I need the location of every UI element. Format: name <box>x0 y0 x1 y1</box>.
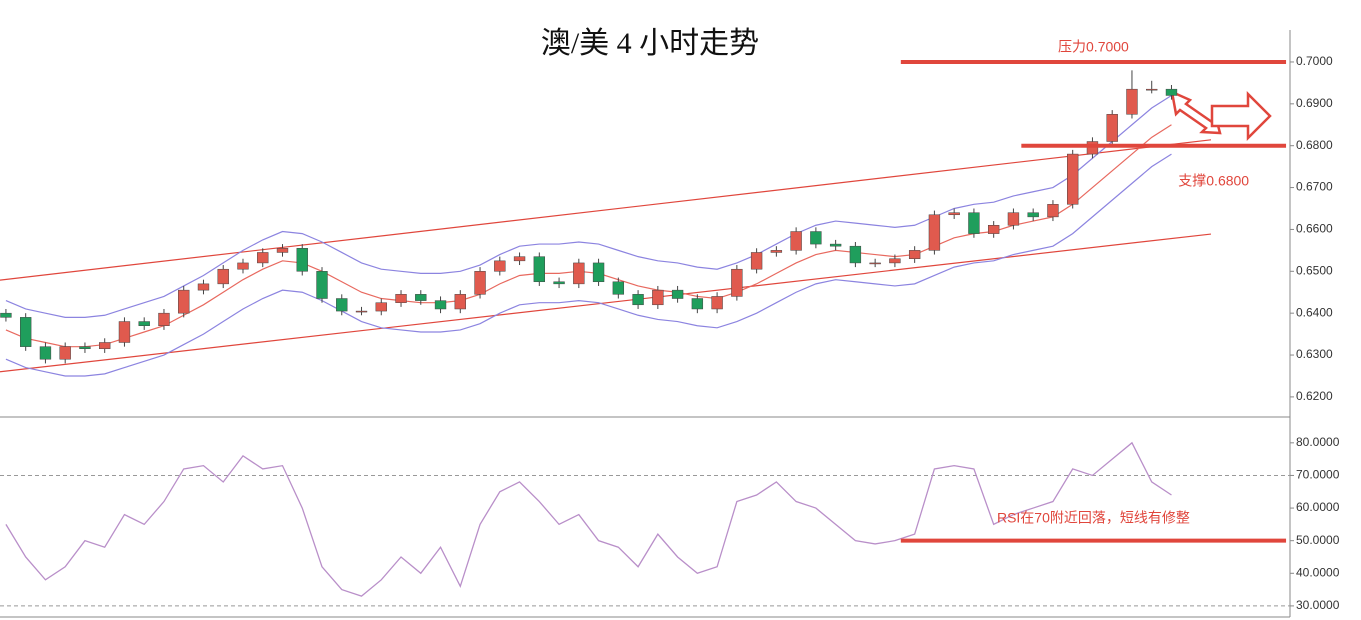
y-tick-label: 60.0000 <box>1296 500 1340 514</box>
candle-body <box>987 224 1000 234</box>
candle-body <box>869 262 881 265</box>
candle-body <box>39 346 52 360</box>
y-tick-label: 0.6500 <box>1296 263 1333 277</box>
candle-body <box>671 289 684 299</box>
candle-body <box>849 245 862 264</box>
candle-body <box>1146 88 1158 91</box>
candle-body <box>434 300 447 310</box>
candle-body <box>513 256 526 262</box>
candle-body <box>474 271 486 295</box>
candle-body <box>908 250 921 259</box>
candle-body <box>1067 153 1079 205</box>
candle-body <box>336 298 348 312</box>
trend-line <box>0 233 1212 373</box>
annotation: 压力0.7000 <box>1058 39 1129 55</box>
annotation: RSI在70附近回落，短线有修整 <box>997 509 1190 525</box>
candle-body <box>968 212 980 234</box>
candle-body <box>533 256 545 283</box>
y-tick-label: 0.6600 <box>1296 222 1333 236</box>
annotation: 支撑0.6800 <box>1178 172 1249 188</box>
y-tick-label: 0.7000 <box>1296 54 1333 68</box>
y-tick-label: 40.0000 <box>1296 565 1340 579</box>
candle-body <box>612 281 625 295</box>
candle-body <box>1047 204 1059 218</box>
candle-body <box>494 260 506 272</box>
candle-body <box>355 310 368 313</box>
candle-body <box>296 248 308 272</box>
candle-body <box>1007 212 1020 226</box>
y-tick-label: 0.6800 <box>1296 138 1333 152</box>
candle-body <box>731 268 743 297</box>
candle-body <box>948 212 960 216</box>
candle-body <box>178 289 190 314</box>
y-tick-label: 50.0000 <box>1296 533 1340 547</box>
candle-body <box>316 271 328 299</box>
candle-body <box>375 302 387 312</box>
candle-body <box>217 268 229 285</box>
y-tick-label: 0.6900 <box>1296 96 1333 110</box>
candle-body <box>592 262 605 283</box>
candle-body <box>79 346 91 350</box>
band-line <box>5 153 1172 377</box>
candle-body <box>810 231 822 245</box>
candle-body <box>1126 88 1138 115</box>
y-tick-label: 0.6200 <box>1296 389 1333 403</box>
candle-body <box>790 231 802 251</box>
candle-body <box>1106 114 1118 142</box>
candle-body <box>454 294 466 310</box>
arrow <box>1170 89 1222 135</box>
y-tick-label: 0.6400 <box>1296 305 1333 319</box>
candle-body <box>415 294 427 301</box>
candle-body <box>1027 212 1039 218</box>
y-tick-label: 80.0000 <box>1296 435 1340 449</box>
candle-body <box>1086 141 1099 155</box>
candle-body <box>750 252 763 270</box>
candle-body <box>138 321 150 326</box>
candle-body <box>395 294 407 303</box>
candle-body <box>237 262 249 270</box>
candle-body <box>0 312 12 318</box>
candle-body <box>276 248 289 253</box>
candle-body <box>770 250 783 253</box>
candle-body <box>158 312 170 326</box>
candle-body <box>1165 88 1178 96</box>
candle-body <box>573 262 585 285</box>
rsi-line <box>5 441 1172 597</box>
y-tick-label: 0.6300 <box>1296 347 1333 361</box>
candle-body <box>118 321 131 343</box>
candle-body <box>691 298 704 310</box>
candle-body <box>59 346 71 360</box>
arrow <box>1210 90 1272 142</box>
candle-body <box>711 296 723 310</box>
candle-body <box>257 252 269 264</box>
band-line <box>5 94 1172 318</box>
candle-body <box>553 281 565 285</box>
chart-title: 澳/美 4 小时走势 <box>541 27 759 60</box>
candle-body <box>632 294 644 306</box>
candle-body <box>889 258 901 264</box>
candle-body <box>829 243 842 247</box>
candle-body <box>928 214 941 251</box>
candle-body <box>19 317 32 347</box>
trend-line <box>0 139 1212 281</box>
y-tick-label: 30.0000 <box>1296 598 1340 612</box>
candle-body <box>99 342 111 350</box>
y-tick-label: 70.0000 <box>1296 468 1340 482</box>
y-tick-label: 0.6700 <box>1296 180 1333 194</box>
candle-body <box>197 283 210 291</box>
candle-body <box>652 289 664 306</box>
